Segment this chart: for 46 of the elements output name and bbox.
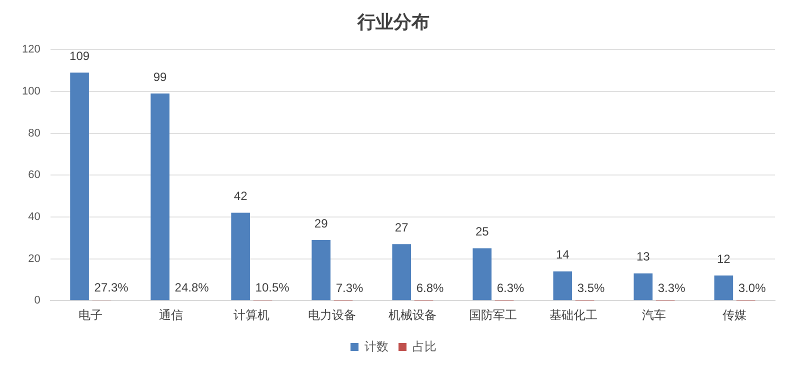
data-label: 27 bbox=[394, 220, 409, 234]
data-label: 7.3% bbox=[336, 280, 364, 295]
x-tick-label: 电力设备 bbox=[308, 308, 356, 322]
bar bbox=[553, 271, 572, 300]
data-label: 3.0% bbox=[738, 280, 766, 295]
bar bbox=[231, 212, 250, 300]
x-tick-label: 传媒 bbox=[722, 308, 747, 322]
x-tick-label: 基础化工 bbox=[550, 308, 598, 322]
data-label: 10.5% bbox=[255, 280, 290, 295]
bar bbox=[70, 72, 89, 300]
x-tick-label: 电子 bbox=[78, 308, 103, 322]
legend-label: 计数 bbox=[364, 339, 388, 354]
x-tick-label: 汽车 bbox=[642, 308, 666, 322]
x-tick-label: 计算机 bbox=[234, 308, 270, 322]
chart-title: 行业分布 bbox=[356, 12, 430, 32]
bar bbox=[634, 273, 653, 300]
data-label: 3.5% bbox=[577, 280, 606, 295]
y-tick-label: 120 bbox=[22, 44, 40, 56]
data-label: 27.3% bbox=[94, 280, 129, 294]
data-label: 24.8% bbox=[174, 280, 210, 294]
data-label: 109 bbox=[70, 48, 90, 63]
y-tick-label: 60 bbox=[28, 169, 40, 182]
data-label: 14 bbox=[556, 248, 570, 262]
x-tick-label: 通信 bbox=[159, 308, 184, 322]
bar bbox=[150, 94, 170, 300]
y-tick-label: 0 bbox=[34, 294, 40, 307]
y-tick-label: 100 bbox=[22, 85, 40, 98]
data-label: 25 bbox=[475, 224, 490, 239]
data-label: 6.3% bbox=[496, 280, 525, 295]
data-label: 99 bbox=[153, 70, 168, 84]
y-tick-label: 80 bbox=[28, 127, 40, 140]
data-label: 3.3% bbox=[658, 280, 686, 295]
bar bbox=[714, 276, 734, 300]
data-label: 6.8% bbox=[416, 280, 444, 295]
x-tick-label: 机械设备 bbox=[388, 308, 437, 322]
x-tick-label: 国防军工 bbox=[469, 308, 518, 322]
data-label: 12 bbox=[716, 252, 731, 266]
data-label: 29 bbox=[314, 216, 328, 230]
bar bbox=[472, 248, 492, 300]
data-label: 13 bbox=[636, 250, 650, 264]
legend-label: 占比 bbox=[412, 339, 436, 354]
data-label: 42 bbox=[234, 189, 248, 204]
bar bbox=[392, 244, 412, 300]
bar bbox=[312, 240, 330, 300]
y-tick-label: 40 bbox=[28, 210, 40, 223]
y-tick-label: 20 bbox=[28, 252, 40, 265]
